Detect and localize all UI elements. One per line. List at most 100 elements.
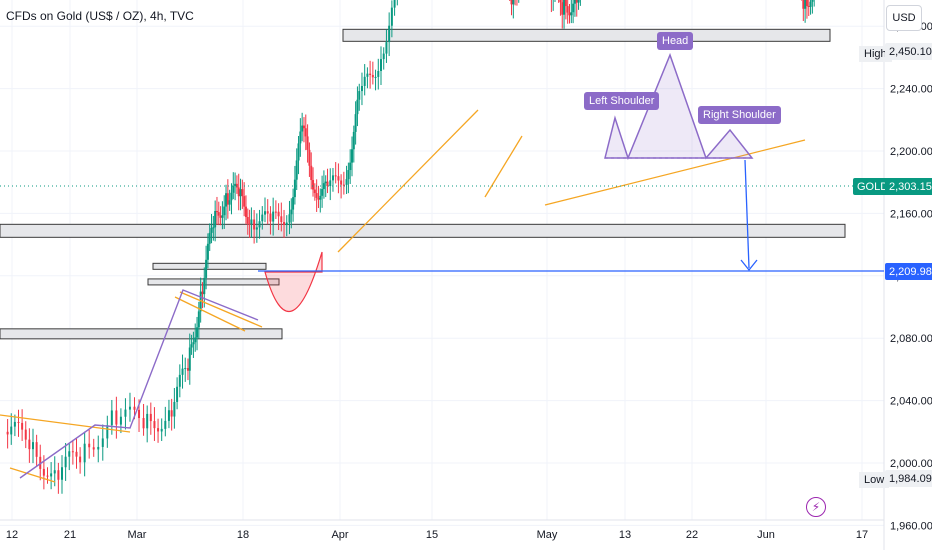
candle-body bbox=[358, 91, 361, 100]
candle-body bbox=[297, 143, 300, 161]
candle-body bbox=[244, 206, 247, 218]
time-tick-label: Apr bbox=[331, 529, 348, 541]
candle-body bbox=[173, 401, 176, 417]
candle-body bbox=[13, 421, 16, 427]
candle-body bbox=[79, 456, 82, 463]
target-arrow bbox=[744, 159, 750, 269]
trend-line bbox=[544, 139, 806, 206]
candle-body bbox=[21, 422, 24, 430]
candle-body bbox=[196, 327, 199, 338]
candle-body bbox=[255, 227, 258, 230]
candle-body bbox=[388, 25, 391, 43]
time-tick-label: 15 bbox=[426, 529, 438, 541]
candle-body bbox=[258, 221, 261, 228]
candle-body bbox=[226, 193, 229, 205]
candle-body bbox=[804, 0, 807, 9]
candle-body bbox=[272, 211, 275, 222]
currency-selector[interactable]: USD bbox=[886, 5, 922, 31]
price-tick-label: 1,960.00 bbox=[890, 520, 932, 532]
candle-body bbox=[369, 73, 372, 75]
candle-body bbox=[241, 189, 244, 197]
candle-body bbox=[83, 443, 86, 463]
pattern-zigzag bbox=[19, 289, 259, 479]
candle-body bbox=[334, 175, 337, 177]
candle-body bbox=[205, 259, 208, 278]
candle-body bbox=[181, 368, 184, 375]
price-tick-label: 2,160.00 bbox=[890, 208, 932, 220]
candle-body bbox=[563, 0, 566, 15]
time-tick-label: 21 bbox=[64, 529, 76, 541]
candle-body bbox=[807, 5, 810, 7]
candle-body bbox=[32, 442, 34, 450]
candle-body bbox=[302, 125, 305, 129]
candle-body bbox=[228, 200, 231, 205]
candle-body bbox=[349, 162, 352, 171]
price-tick-label: 2,080.00 bbox=[890, 333, 932, 345]
candle-body bbox=[17, 421, 20, 423]
candle-body bbox=[366, 73, 369, 77]
trend-line bbox=[179, 291, 263, 328]
candle-body bbox=[310, 165, 313, 181]
candle-body bbox=[124, 409, 127, 417]
candle-body bbox=[277, 211, 280, 217]
candle-body bbox=[97, 446, 100, 450]
trend-line bbox=[484, 135, 523, 198]
candle-body bbox=[324, 181, 327, 184]
candle-body bbox=[6, 431, 9, 435]
candle-body bbox=[24, 429, 27, 440]
time-tick-label: May bbox=[537, 529, 558, 541]
candle-body bbox=[264, 211, 266, 215]
candle-body bbox=[219, 215, 222, 218]
candle-body bbox=[269, 213, 272, 222]
candle-body bbox=[308, 149, 311, 166]
flash-icon[interactable]: ⚡ bbox=[806, 497, 826, 517]
candle-body bbox=[75, 451, 78, 457]
chart-title: CFDs on Gold (US$ / OZ), 4h, TVC bbox=[6, 9, 194, 23]
candle-body bbox=[184, 368, 187, 370]
candle-body bbox=[577, 0, 580, 3]
candle-body bbox=[575, 0, 578, 3]
time-tick-label: 18 bbox=[237, 529, 249, 541]
candle-body bbox=[88, 443, 91, 448]
candle-body bbox=[342, 184, 345, 186]
candle-body bbox=[206, 243, 209, 260]
head-label: Head bbox=[657, 32, 694, 50]
candle-body bbox=[210, 227, 213, 233]
candle-body bbox=[225, 193, 228, 207]
candle-body bbox=[570, 12, 573, 16]
candle-body bbox=[290, 209, 293, 215]
candle-body bbox=[243, 196, 246, 207]
candle-body bbox=[347, 170, 350, 180]
candle-body bbox=[512, 0, 515, 5]
candle-body bbox=[377, 71, 380, 77]
candle-body bbox=[313, 189, 316, 194]
price-tick-label: 2,000.00 bbox=[890, 458, 932, 470]
right-shoulder-label: Right Shoulder bbox=[698, 106, 781, 124]
candle-body bbox=[138, 409, 141, 419]
time-tick-label: Mar bbox=[128, 529, 147, 541]
candle-body bbox=[561, 2, 564, 15]
candle-body bbox=[57, 470, 60, 480]
candle-body bbox=[283, 222, 286, 226]
candle-body bbox=[354, 114, 357, 132]
price-zone bbox=[0, 223, 846, 238]
candle-body bbox=[176, 386, 179, 402]
left-shoulder-label: Left Shoulder bbox=[584, 92, 660, 110]
price-tick-label: 2,240.00 bbox=[890, 84, 932, 96]
candle-body bbox=[160, 428, 163, 432]
candle-body bbox=[186, 368, 189, 371]
trend-line bbox=[337, 109, 479, 253]
candle-body bbox=[164, 420, 167, 429]
candle-body bbox=[566, 6, 569, 13]
candle-body bbox=[380, 59, 382, 72]
candle-body bbox=[345, 179, 348, 185]
candle-body bbox=[64, 456, 67, 468]
trend-line bbox=[174, 296, 246, 332]
candle-body bbox=[215, 210, 218, 213]
candle-body bbox=[71, 451, 74, 453]
candle-body bbox=[10, 426, 13, 435]
candle-body bbox=[319, 195, 322, 200]
candle-body bbox=[299, 131, 302, 144]
time-tick-label: 22 bbox=[686, 529, 698, 541]
